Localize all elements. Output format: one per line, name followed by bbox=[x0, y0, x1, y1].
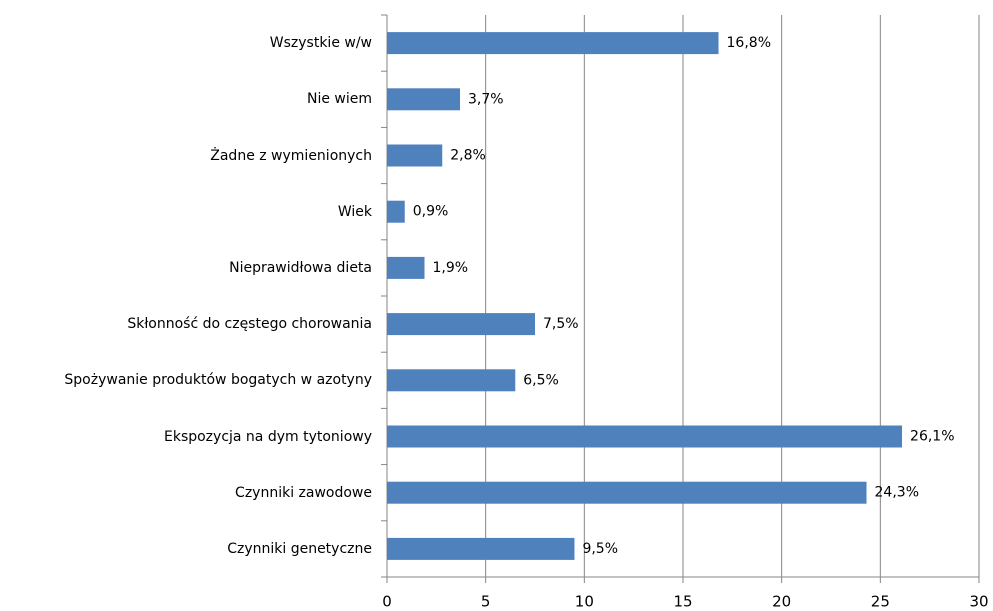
x-tick-label: 15 bbox=[673, 593, 692, 611]
value-label: 0,9% bbox=[413, 204, 449, 220]
value-label: 3,7% bbox=[468, 91, 504, 107]
bar bbox=[387, 32, 719, 55]
value-label: 16,8% bbox=[727, 35, 771, 51]
x-tick-label: 5 bbox=[481, 593, 491, 611]
bar bbox=[387, 144, 443, 167]
bar bbox=[387, 369, 516, 392]
value-label: 2,8% bbox=[450, 148, 486, 164]
bar bbox=[387, 313, 535, 336]
category-label: Czynniki genetyczne bbox=[227, 540, 372, 557]
category-label: Żadne z wymienionych bbox=[210, 147, 372, 164]
x-tick-label: 30 bbox=[969, 593, 988, 611]
value-label: 7,5% bbox=[543, 316, 579, 332]
value-label: 1,9% bbox=[432, 260, 468, 276]
value-label: 24,3% bbox=[875, 485, 919, 501]
bar bbox=[387, 256, 425, 279]
category-label: Wszystkie w/w bbox=[269, 35, 372, 52]
value-label: 9,5% bbox=[582, 541, 618, 557]
category-label: Czynniki zawodowe bbox=[235, 484, 372, 501]
category-label: Nie wiem bbox=[306, 91, 372, 108]
x-tick-label: 0 bbox=[382, 593, 392, 611]
category-label: Wiek bbox=[337, 203, 372, 220]
value-label: 6,5% bbox=[523, 372, 559, 388]
bar bbox=[387, 200, 405, 223]
x-tick-label: 10 bbox=[575, 593, 594, 611]
category-label: Skłonność do częstego chorowania bbox=[127, 316, 372, 333]
category-label: Spożywanie produktów bogatych w azotyny bbox=[64, 372, 372, 389]
value-label: 26,1% bbox=[910, 429, 954, 445]
bar bbox=[387, 88, 461, 111]
x-tick-label: 25 bbox=[871, 593, 890, 611]
bar bbox=[387, 481, 867, 504]
x-tick-label: 20 bbox=[772, 593, 791, 611]
bar bbox=[387, 537, 575, 560]
bar bbox=[387, 425, 903, 448]
category-label: Nieprawidłowa dieta bbox=[229, 259, 372, 276]
category-label: Ekspozycja na dym tytoniowy bbox=[163, 428, 372, 445]
